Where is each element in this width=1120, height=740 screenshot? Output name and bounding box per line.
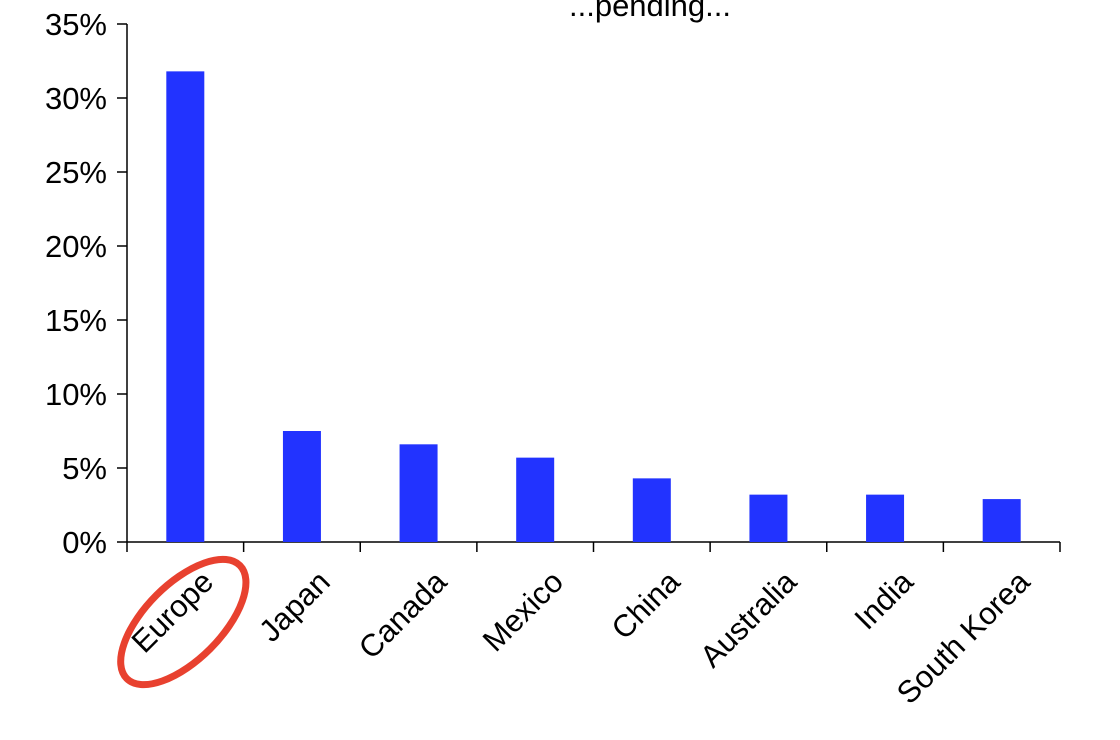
x-tick-label: Australia bbox=[693, 564, 804, 675]
bar-europe bbox=[166, 71, 205, 543]
x-axis bbox=[126, 541, 1061, 552]
y-tick-label: 20% bbox=[45, 229, 107, 264]
annotations bbox=[117, 555, 250, 689]
bar-china bbox=[632, 478, 671, 542]
y-tick-label: 25% bbox=[45, 155, 107, 190]
y-tick-label: 30% bbox=[45, 81, 107, 116]
y-tick-label: 0% bbox=[62, 525, 107, 560]
bar-mexico bbox=[516, 457, 555, 542]
bar-india bbox=[866, 494, 905, 542]
bar-south-korea bbox=[982, 499, 1021, 542]
bar-canada bbox=[399, 444, 438, 542]
x-tick-labels: Europe Japan Canada Mexico China Australia Ind… bbox=[125, 564, 1037, 711]
y-tick-label: 15% bbox=[45, 303, 107, 338]
bar-series bbox=[166, 71, 1021, 543]
x-tick-label: Japan bbox=[252, 564, 336, 648]
y-tick-label: 5% bbox=[62, 451, 107, 486]
y-tick-label: 35% bbox=[45, 7, 107, 42]
x-tick-label: India bbox=[848, 564, 921, 637]
x-tick-label: China bbox=[605, 564, 688, 647]
highlight-circle bbox=[117, 555, 250, 689]
x-tick-label: Canada bbox=[352, 564, 454, 666]
y-tick-label: 10% bbox=[45, 377, 107, 412]
x-tick-label: Mexico bbox=[476, 564, 570, 658]
bar-japan bbox=[282, 431, 321, 542]
y-axis: 0% 5% 10% 15% 20% 25% 30% 35% bbox=[45, 7, 128, 560]
bar-australia bbox=[749, 494, 788, 542]
chart-title: ...pending... bbox=[569, 0, 731, 23]
